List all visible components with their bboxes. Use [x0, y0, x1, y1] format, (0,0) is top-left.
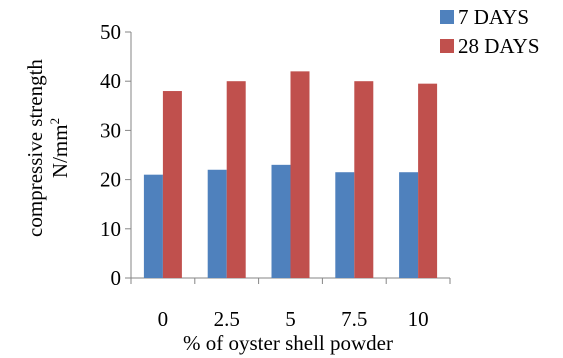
y-axis-unit-superscript: 2	[47, 118, 62, 125]
x-tick-label: 5	[285, 307, 296, 331]
bar	[271, 164, 291, 278]
bar	[354, 81, 374, 278]
legend-label: 7 DAYS	[458, 5, 529, 29]
plot-area: 0 10 20 30 40 50 0 2.5 5 7.5 10	[100, 20, 451, 331]
x-tick-label: 2.5	[214, 307, 240, 331]
bar	[143, 174, 163, 278]
bar	[226, 81, 246, 278]
y-tick-label: 30	[100, 118, 121, 142]
y-axis-title: compressive strength N/mm2	[23, 59, 72, 237]
y-axis-unit-base: N/mm	[48, 124, 72, 178]
y-axis-title-line2: N/mm2	[47, 118, 72, 178]
legend-swatch	[440, 10, 454, 24]
y-tick-label: 20	[100, 168, 121, 192]
bar	[399, 172, 419, 278]
bar	[290, 71, 310, 278]
bar	[207, 169, 227, 278]
x-tick-label: 7.5	[341, 307, 367, 331]
y-tick-label: 40	[100, 69, 121, 93]
legend: 7 DAYS 28 DAYS	[440, 5, 540, 58]
x-axis-title: % of oyster shell powder	[183, 331, 393, 355]
legend-label: 28 DAYS	[458, 34, 540, 58]
bar	[335, 172, 355, 278]
y-tick-label: 50	[100, 20, 121, 44]
bar	[418, 83, 438, 278]
bar	[162, 91, 182, 278]
y-tick-label: 0	[111, 266, 122, 290]
x-tick-label: 0	[158, 307, 169, 331]
x-tick-label: 10	[408, 307, 429, 331]
legend-swatch	[440, 39, 454, 53]
y-tick-label: 10	[100, 217, 121, 241]
y-axis-title-line1: compressive strength	[23, 59, 47, 237]
